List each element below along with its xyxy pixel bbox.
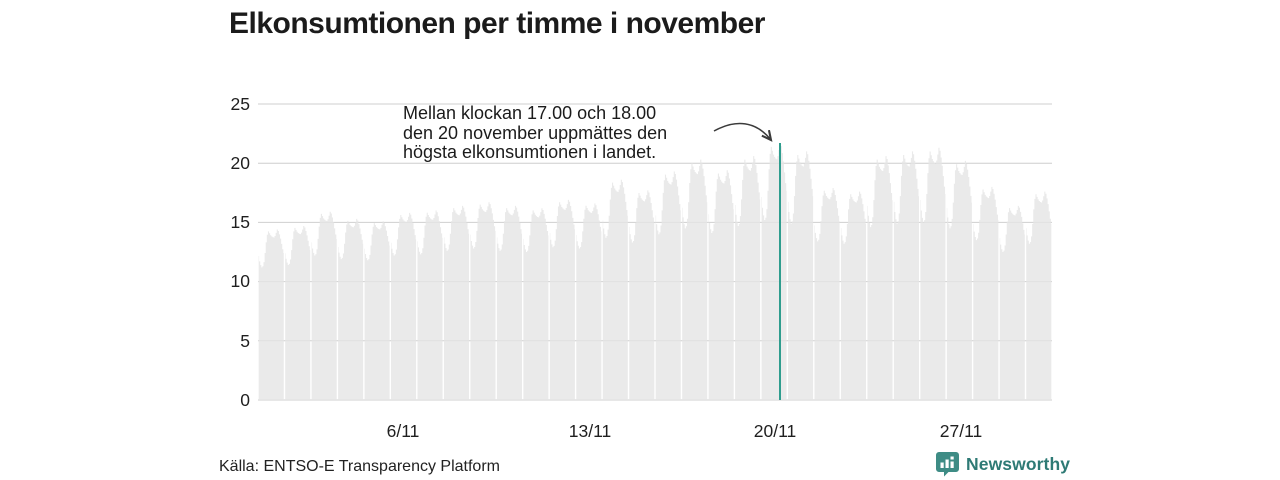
day-bars <box>443 205 470 400</box>
day-bars <box>999 205 1025 400</box>
x-tick-6-11: 6/11 <box>386 421 420 441</box>
day-bars <box>629 190 655 400</box>
x-tick-20-11: 20/11 <box>753 421 797 441</box>
day-bars <box>338 218 364 400</box>
day-bars <box>867 156 893 400</box>
day-bars <box>285 225 311 400</box>
day-bars <box>708 170 734 400</box>
day-bars <box>258 229 284 400</box>
y-tick-15: 15 <box>230 212 250 232</box>
day-bars <box>470 202 496 400</box>
x-tick-27-11: 27/11 <box>939 421 983 441</box>
day-bars <box>973 186 999 400</box>
day-bars <box>364 221 390 400</box>
day-bars <box>840 191 867 400</box>
day-bars <box>893 151 919 400</box>
day-bars <box>814 188 840 400</box>
day-bars <box>417 210 443 400</box>
day-bars <box>496 205 522 400</box>
source-text: Källa: ENTSO-E Transparency Platform <box>219 458 500 475</box>
y-tick-0: 0 <box>240 390 250 410</box>
brand-logo: Newsworthy <box>936 452 1070 477</box>
day-bars <box>946 160 972 400</box>
annotation-line-2: den 20 november uppmättes den <box>403 122 668 143</box>
y-tick-25: 25 <box>230 94 250 114</box>
bar-chart-bubble-icon <box>936 452 959 477</box>
y-tick-5: 5 <box>240 331 250 351</box>
day-bars <box>735 156 761 400</box>
day-bars <box>920 147 946 400</box>
highlight-line <box>778 143 782 400</box>
day-bars <box>391 212 417 400</box>
y-tick-10: 10 <box>230 271 250 291</box>
annotation-arrow-icon <box>713 122 782 152</box>
brand-name: Newsworthy <box>966 454 1071 474</box>
annotation-text: Mellan klockan 17.00 och 18.00 den 20 no… <box>403 103 668 163</box>
day-bars <box>523 208 549 400</box>
day-bars <box>549 199 575 400</box>
day-bars <box>788 151 814 400</box>
x-tick-13-11: 13/11 <box>568 421 612 441</box>
day-bars <box>1026 191 1052 400</box>
y-tick-20: 20 <box>230 153 250 173</box>
annotation-line-1: Mellan klockan 17.00 och 18.00 <box>403 103 657 123</box>
day-bars <box>655 171 681 400</box>
day-bars <box>576 203 602 400</box>
annotation-line-3: högsta elkonsumtionen i landet. <box>403 142 657 162</box>
day-bars <box>682 159 708 400</box>
day-bars <box>761 143 787 400</box>
page-title: Elkonsumtionen per timme i november <box>229 7 765 40</box>
day-bars <box>602 179 628 400</box>
day-bars <box>311 211 337 400</box>
